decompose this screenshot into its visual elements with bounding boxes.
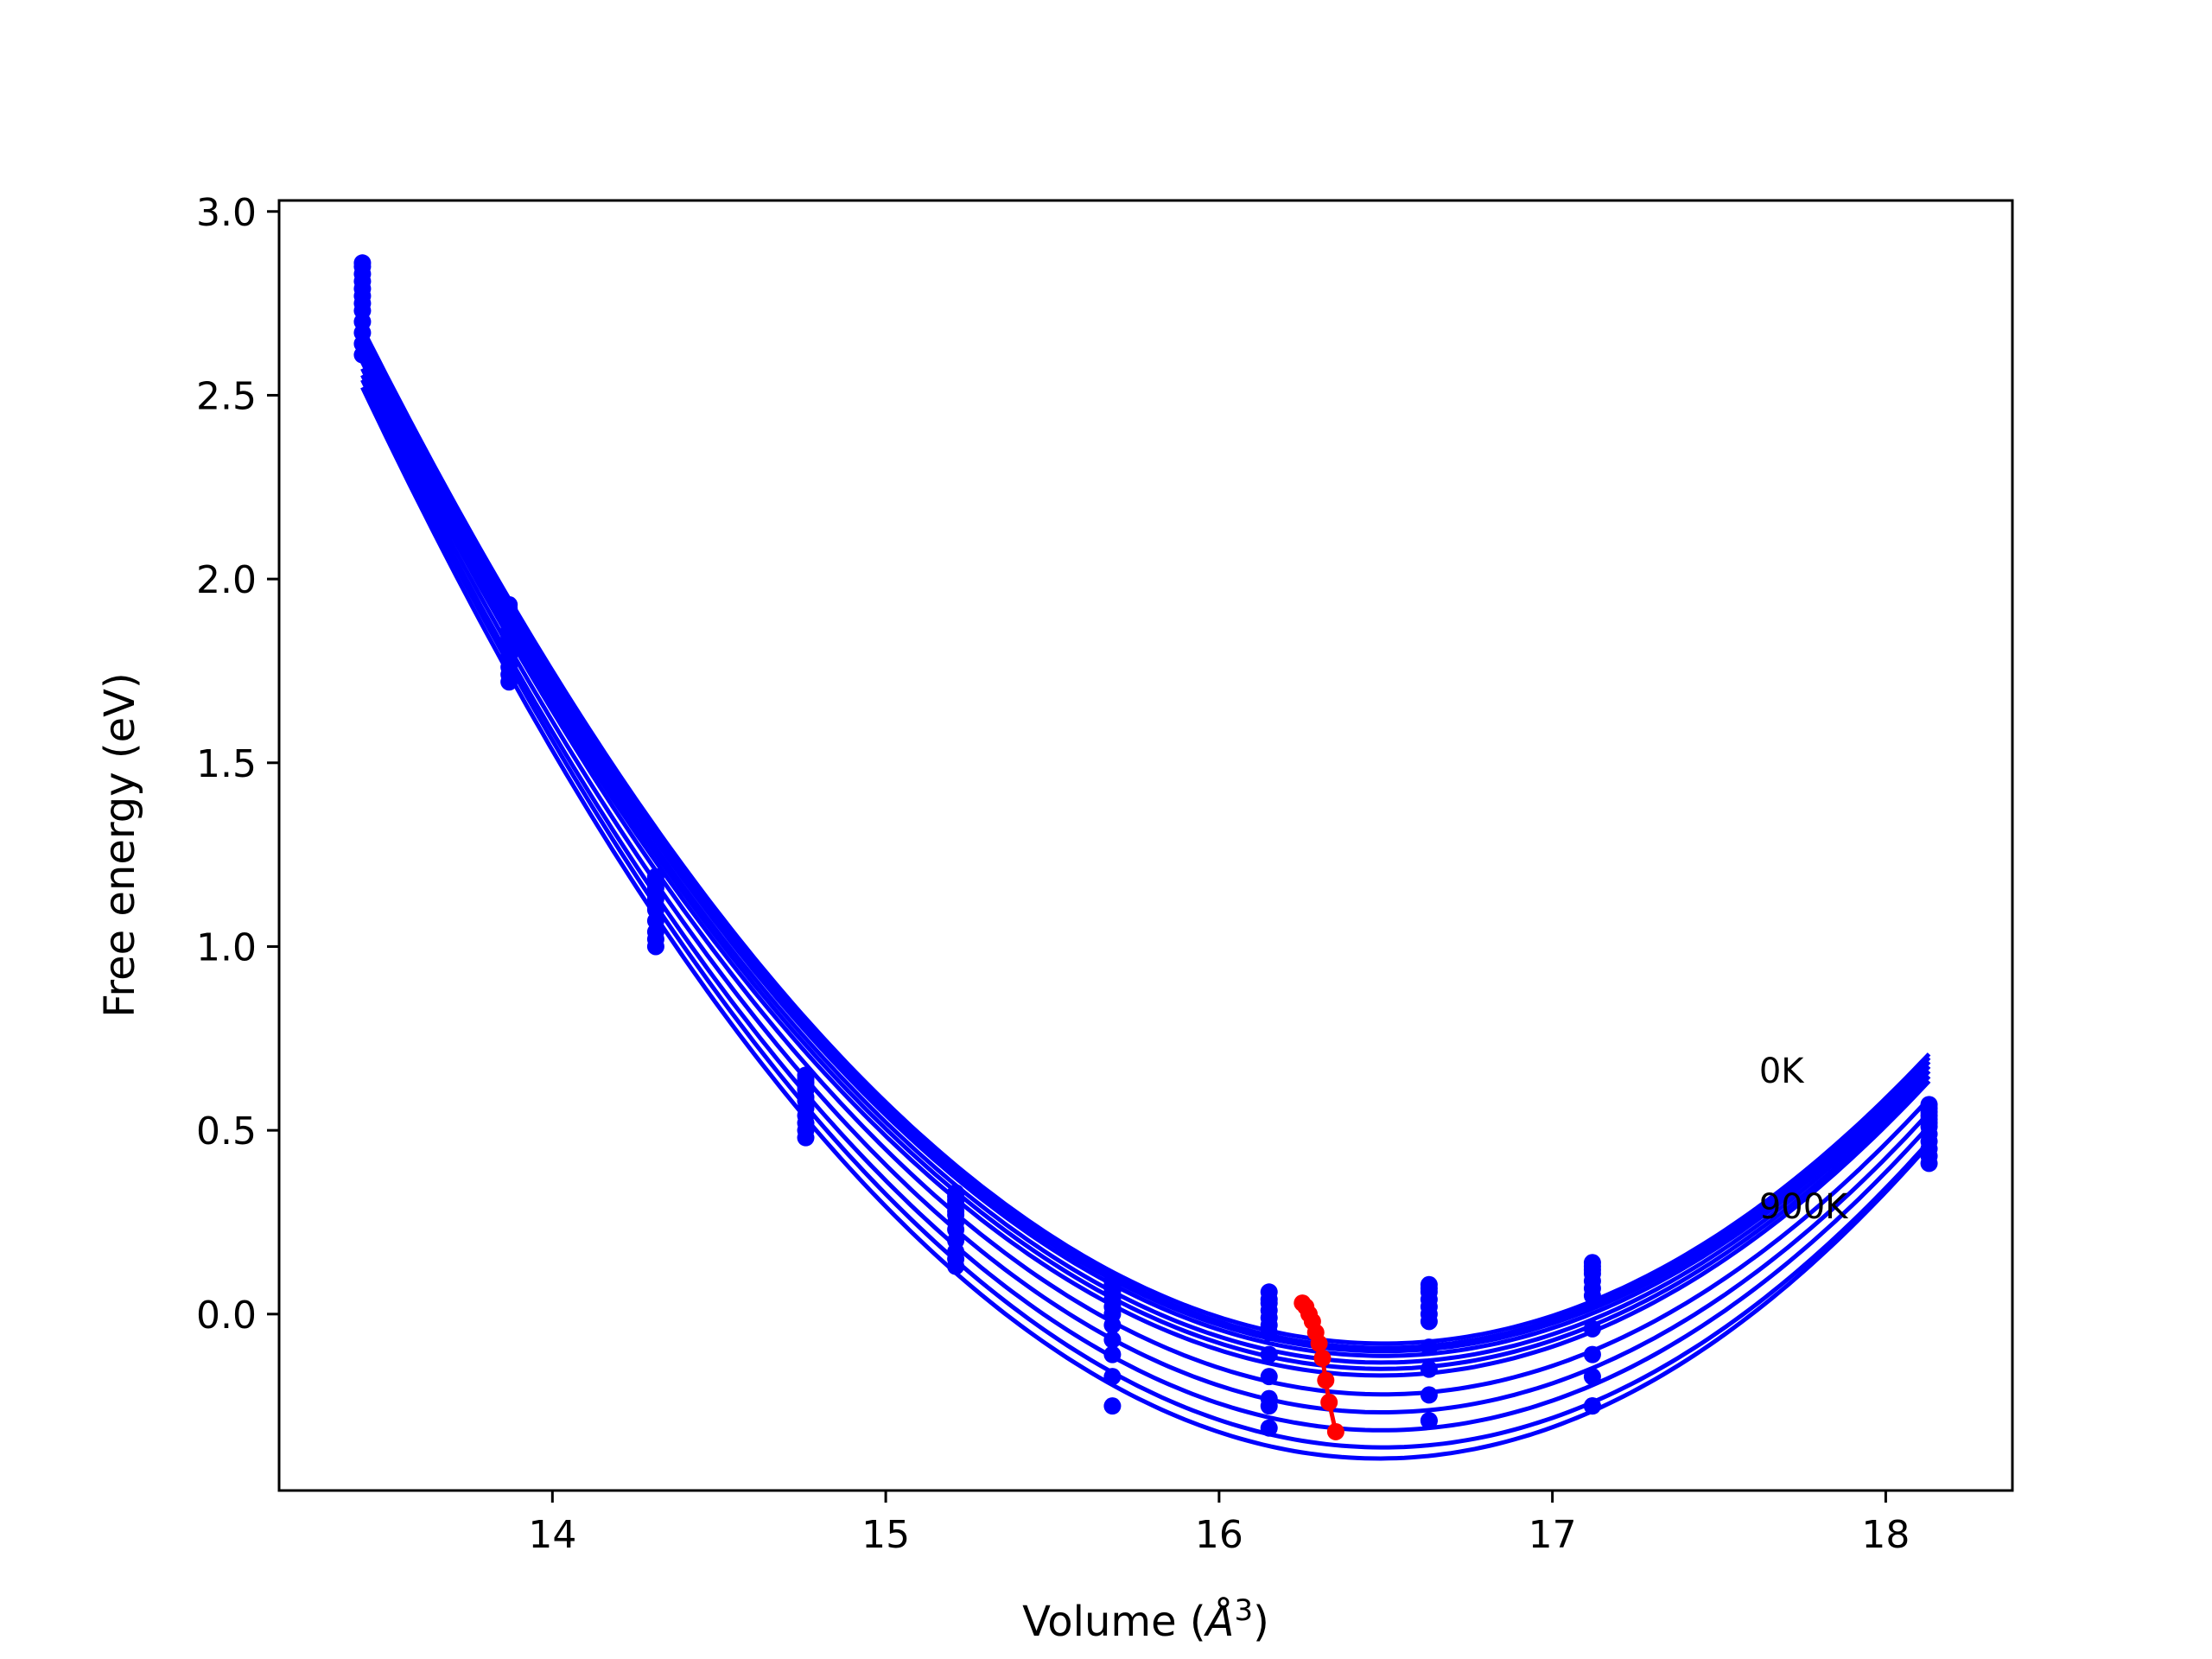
data-point xyxy=(1260,1345,1278,1363)
annotations: 0K 900K xyxy=(1759,1052,1849,1227)
x-tick-label: 14 xyxy=(528,1513,576,1557)
data-point xyxy=(797,1128,815,1147)
x-tick-label: 15 xyxy=(861,1513,910,1557)
y-tick-label: 3.0 xyxy=(196,191,257,235)
data-point xyxy=(1583,1287,1601,1305)
temperature-annotation: 0K xyxy=(1759,1052,1805,1091)
data-point xyxy=(1103,1316,1122,1334)
series-line xyxy=(360,353,1931,1371)
minimum-point xyxy=(1317,1371,1335,1389)
data-point xyxy=(1583,1345,1601,1363)
data-point xyxy=(1260,1368,1278,1386)
x-tick-label: 18 xyxy=(1861,1513,1910,1557)
y-tick-label: 2.0 xyxy=(196,558,257,602)
data-point xyxy=(1260,1397,1278,1415)
data-point xyxy=(1420,1338,1438,1357)
data-point xyxy=(1260,1419,1278,1437)
x-tick-label: 17 xyxy=(1529,1513,1577,1557)
series-line xyxy=(360,330,1931,1351)
data-point xyxy=(1420,1360,1438,1378)
y-tick-label: 0.0 xyxy=(196,1294,257,1338)
data-point xyxy=(1583,1368,1601,1386)
data-point xyxy=(1103,1368,1122,1386)
minimum-point xyxy=(1310,1334,1328,1352)
y-tick-label: 1.5 xyxy=(196,742,257,786)
x-axis-ticks: 14 15 16 17 18 xyxy=(528,1491,1910,1557)
series-line xyxy=(360,378,1931,1450)
minima-layer xyxy=(1294,1294,1344,1440)
data-point xyxy=(1260,1324,1278,1342)
series-line xyxy=(360,347,1931,1365)
series-line xyxy=(360,359,1931,1378)
series-line xyxy=(360,361,1931,1397)
series-line xyxy=(360,327,1931,1346)
series-line xyxy=(360,374,1931,1433)
data-point xyxy=(1103,1397,1122,1415)
data-point xyxy=(1420,1386,1438,1404)
points-layer xyxy=(353,254,1938,1437)
curves-layer xyxy=(360,327,1931,1461)
data-point xyxy=(1420,1412,1438,1430)
y-tick-label: 0.5 xyxy=(196,1109,257,1154)
minimum-point xyxy=(1320,1393,1338,1411)
y-axis-ticks: 0.0 0.5 1.0 1.5 2.0 2.5 3.0 xyxy=(196,191,279,1338)
data-point xyxy=(1103,1331,1122,1349)
data-point xyxy=(1583,1319,1601,1338)
data-point xyxy=(1103,1345,1122,1363)
y-axis-label: Free energy (eV) xyxy=(96,672,144,1017)
y-tick-label: 1.0 xyxy=(196,925,257,969)
series-line xyxy=(360,367,1931,1414)
data-point xyxy=(353,346,372,364)
data-point xyxy=(947,1257,965,1275)
data-point xyxy=(500,673,518,691)
plot-frame xyxy=(277,199,2014,1492)
data-point xyxy=(1583,1397,1601,1415)
temperature-annotation: 900K xyxy=(1759,1187,1849,1227)
series-line xyxy=(360,336,1931,1354)
data-point xyxy=(1920,1154,1938,1173)
x-tick-label: 16 xyxy=(1195,1513,1243,1557)
minimum-point xyxy=(1313,1349,1332,1367)
minimum-point xyxy=(1326,1422,1344,1440)
data-point xyxy=(1420,1313,1438,1331)
y-tick-label: 2.5 xyxy=(196,374,257,418)
series-line xyxy=(360,340,1931,1358)
x-axis-label: Volume (Å3) xyxy=(1022,1593,1269,1646)
series-line xyxy=(360,386,1931,1461)
data-point xyxy=(646,938,664,956)
